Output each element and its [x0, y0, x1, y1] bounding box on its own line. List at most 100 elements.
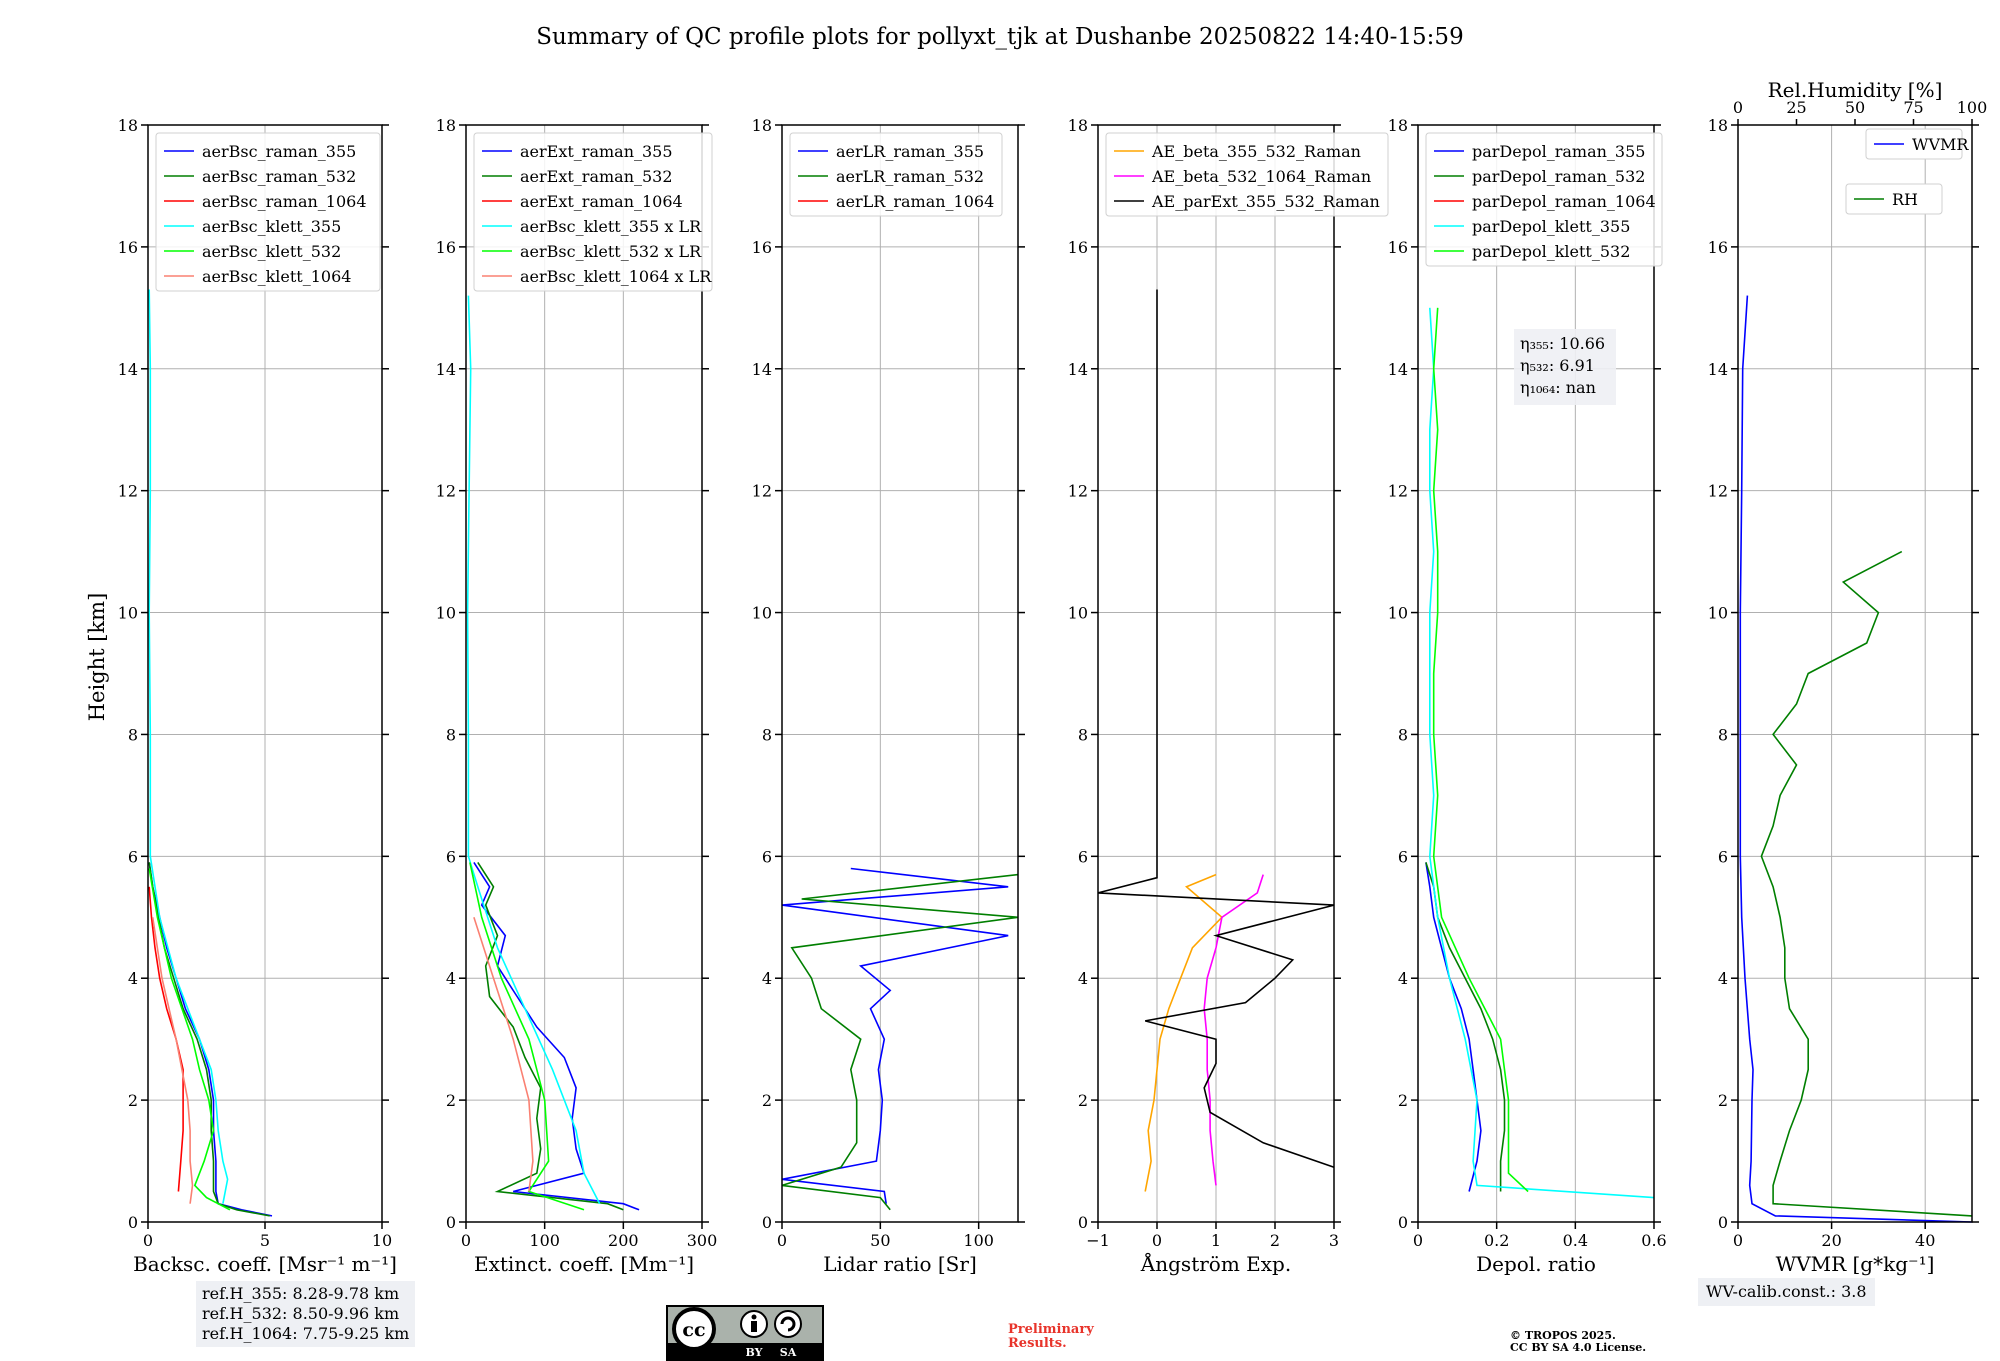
series-line-aerLR_raman_355 [781, 867, 1009, 1204]
ref-height-532: ref.H_532: 8.50-9.96 km [202, 1304, 400, 1323]
y-tick-label: 0 [1078, 1213, 1088, 1232]
y-tick-label: 8 [1718, 725, 1728, 744]
y-tick-label: 10 [436, 604, 456, 623]
legend-label-aerBsc_klett_1064 x LR: aerBsc_klett_1064 x LR [520, 267, 712, 286]
legend-label-AE_parExt_355_532_Raman: AE_parExt_355_532_Raman [1151, 192, 1380, 211]
figure-title: Summary of QC profile plots for pollyxt_… [536, 24, 1463, 50]
y-tick-label: 16 [118, 238, 138, 257]
eta-annotation-1: η₅₃₂: 6.91 [1520, 356, 1595, 375]
legend-label-aerBsc_klett_1064: aerBsc_klett_1064 [202, 267, 351, 286]
legend-label-aerBsc_klett_532: aerBsc_klett_532 [202, 242, 341, 261]
y-tick-label: 0 [1398, 1213, 1408, 1232]
y-tick-label: 14 [436, 360, 456, 379]
copyright-line-1: © TROPOS 2025. [1510, 1329, 1616, 1342]
x-tick-label: 1 [1211, 1231, 1221, 1250]
legend-label-aerBsc_klett_532 x LR: aerBsc_klett_532 x LR [520, 242, 702, 261]
series-line-aerBsc_raman_355 [148, 862, 273, 1217]
top-x-tick-label: 100 [1957, 98, 1988, 117]
shared-y-axis-label: Height [km] [85, 593, 109, 722]
y-tick-label: 16 [1388, 238, 1408, 257]
ref-height-1064: ref.H_1064: 7.75-9.25 km [202, 1324, 410, 1343]
y-tick-label: 18 [752, 116, 772, 135]
y-tick-label: 10 [1068, 604, 1088, 623]
attribution-icon-head [751, 1314, 757, 1320]
legend-label-aerExt_raman_1064: aerExt_raman_1064 [520, 192, 683, 211]
y-tick-label: 8 [446, 725, 456, 744]
series-line-aerBsc_klett_532 [148, 868, 231, 1211]
y-tick-label: 10 [752, 604, 772, 623]
y-tick-label: 0 [762, 1213, 772, 1232]
wv-calibration-constant: WV-calib.const.: 3.8 [1706, 1282, 1867, 1301]
y-tick-label: 18 [436, 116, 456, 135]
x-tick-label: 5 [260, 1231, 270, 1250]
legend-label-parDepol_raman_532: parDepol_raman_532 [1472, 167, 1645, 186]
y-tick-label: 6 [1078, 847, 1088, 866]
series-line-aerBsc_raman_532 [148, 862, 270, 1217]
legend-box [1425, 132, 1663, 267]
cc-logo-icon [672, 1307, 716, 1351]
badge-by-text: BY [746, 1346, 763, 1359]
series-line-aerBsc_klett_1064 x LR [473, 917, 534, 1192]
legend-label-parDepol_raman_1064: parDepol_raman_1064 [1472, 192, 1656, 211]
series-line-aerLR_raman_532 [781, 873, 1019, 1211]
y-tick-label: 6 [128, 847, 138, 866]
series-line-AE_beta_355_532_Raman [1144, 873, 1224, 1192]
top-x-axis-label: Rel.Humidity [%] [1768, 78, 1943, 102]
y-tick-label: 2 [128, 1091, 138, 1110]
legend-label-aerBsc_raman_532: aerBsc_raman_532 [202, 167, 356, 186]
preliminary-line-1: Preliminary [1008, 1322, 1094, 1337]
legend-label-aerBsc_klett_355: aerBsc_klett_355 [202, 217, 341, 236]
legend-box [1845, 183, 1943, 215]
reference-heights-box: ref.H_355: 8.28-9.78 km ref.H_532: 8.50-… [196, 1281, 416, 1347]
x-tick-label: 100 [963, 1231, 994, 1250]
eta-annotation-box [1514, 329, 1616, 405]
y-tick-label: 2 [762, 1091, 772, 1110]
cc-logo-text: cc [682, 1319, 705, 1341]
y-tick-label: 10 [1388, 604, 1408, 623]
x-tick-label: 10 [372, 1231, 392, 1250]
legend-label-WVMR: WVMR [1912, 135, 1969, 154]
top-x-tick-label: 25 [1786, 98, 1806, 117]
series-line-parDepol_klett_355 [1428, 307, 1655, 1199]
x-axis-label: Depol. ratio [1476, 1252, 1596, 1276]
legend-label-parDepol_raman_355: parDepol_raman_355 [1472, 142, 1645, 161]
x-axis-label: Backsc. coeff. [Msr⁻¹ m⁻¹] [133, 1252, 397, 1276]
x-tick-label: 3 [1329, 1231, 1339, 1250]
series-line-aerBsc_klett_532 x LR [469, 862, 585, 1211]
y-tick-label: 6 [762, 847, 772, 866]
y-tick-label: 14 [752, 360, 772, 379]
legend-label-parDepol_klett_532: parDepol_klett_532 [1472, 242, 1630, 261]
panel-wvmr: 0 25 50 75 100 Rel.Humidity [%] 0 2 4 6 8 10 12 14 16 1… [1708, 78, 1988, 1276]
series-line-AE_parExt_355_532_Raman [1097, 289, 1335, 1168]
y-tick-label: 16 [1068, 238, 1088, 257]
y-tick-label: 6 [446, 847, 456, 866]
legend-label-aerBsc_raman_355: aerBsc_raman_355 [202, 142, 356, 161]
x-tick-label: 0 [1152, 1231, 1162, 1250]
badge-sa-text: SA [780, 1346, 797, 1359]
y-tick-label: 16 [436, 238, 456, 257]
eta-annotation-2: η₁₀₆₄: nan [1520, 378, 1596, 397]
panel-lidar_ratio: 0 2 4 6 8 10 12 14 16 18 0 50 100 Lidar ratio [Sr] aer… [752, 116, 1025, 1276]
legend-box [1865, 128, 1963, 160]
legend-label-aerLR_raman_532: aerLR_raman_532 [836, 167, 984, 186]
y-tick-label: 18 [1068, 116, 1088, 135]
y-tick-label: 8 [128, 725, 138, 744]
attribution-icon-body [751, 1321, 757, 1332]
x-tick-label: 0 [1733, 1231, 1743, 1250]
y-tick-label: 12 [436, 482, 456, 501]
series-line-aerBsc_klett_355 [148, 289, 229, 1204]
y-tick-label: 14 [118, 360, 138, 379]
cc-by-sa-license-badge: cc BY SA [666, 1305, 824, 1361]
x-tick-label: 40 [1915, 1231, 1935, 1250]
y-tick-label: 12 [1708, 482, 1728, 501]
x-tick-label: 20 [1821, 1231, 1841, 1250]
series-line-RH [1760, 550, 1973, 1217]
y-tick-label: 0 [128, 1213, 138, 1232]
legend-label-AE_beta_532_1064_Raman: AE_beta_532_1064_Raman [1151, 167, 1371, 186]
y-tick-label: 12 [752, 482, 772, 501]
x-tick-label: 0 [777, 1231, 787, 1250]
top-x-tick-label: 0 [1733, 98, 1743, 117]
y-tick-label: 10 [118, 604, 138, 623]
